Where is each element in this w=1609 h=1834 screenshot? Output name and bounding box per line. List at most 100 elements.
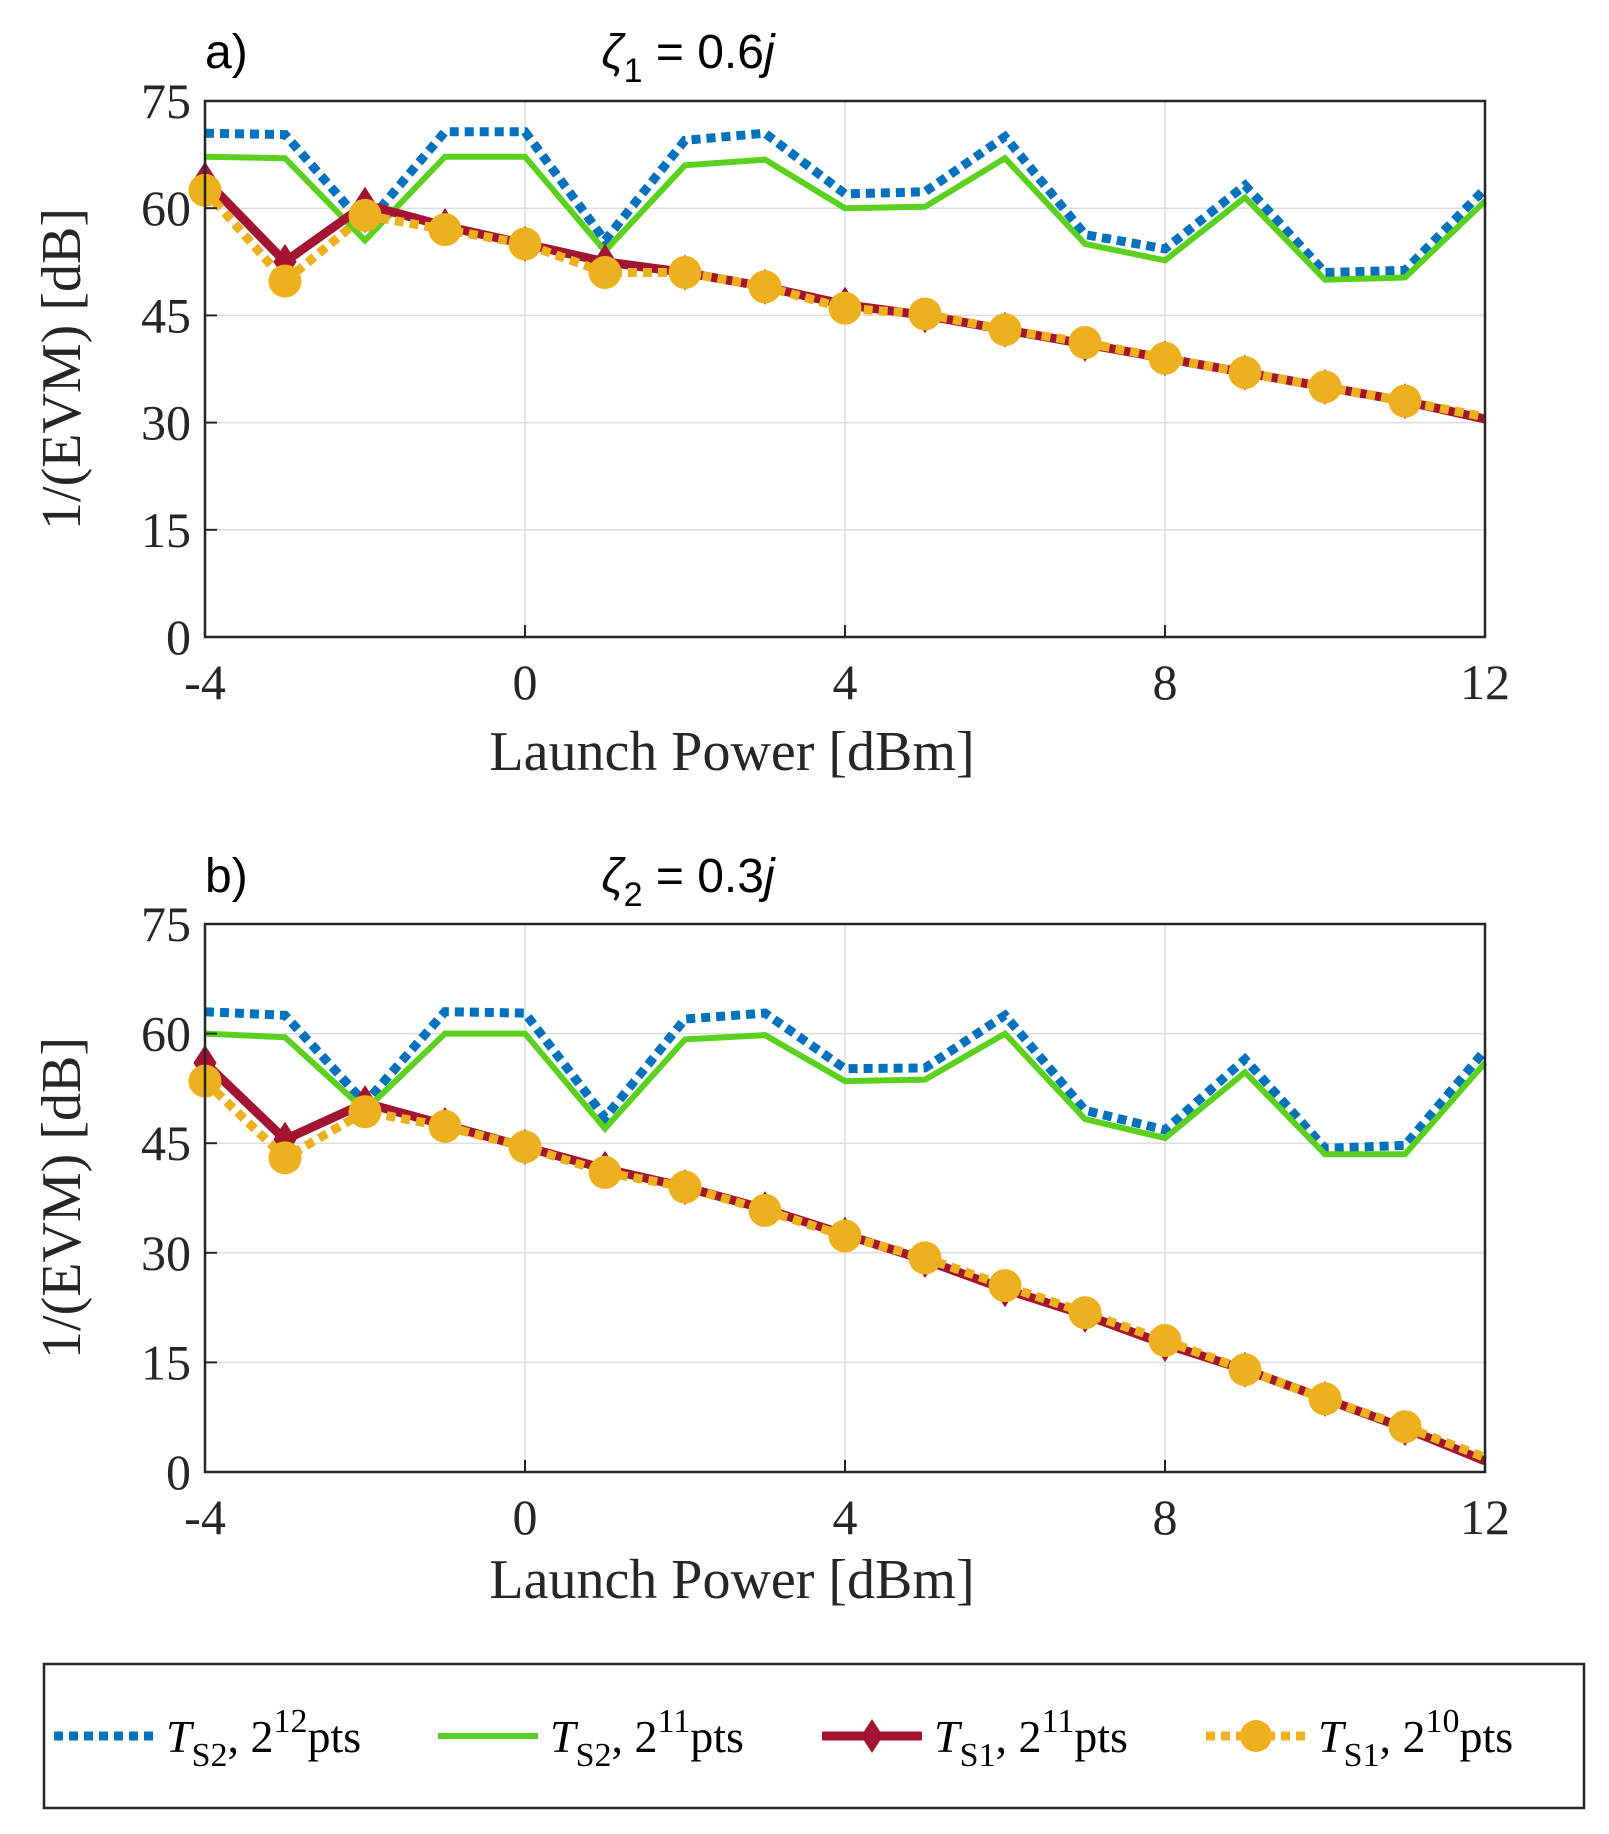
panel-a-x-tick-label: 8: [1153, 654, 1178, 710]
panel-a-y-tick-label: 45: [141, 287, 191, 343]
legend-entry-1: TS2, 212pts: [54, 1703, 361, 1774]
panel-a-y-tick-label: 60: [141, 180, 191, 236]
panel-b-title: ζ2 = 0.3j: [601, 850, 776, 914]
panel-b-series-4-marker: [268, 1141, 302, 1175]
legend-box: [42, 1662, 1586, 1810]
panel-b-series-4-marker: [988, 1269, 1022, 1303]
panel-a-series-4-marker: [1068, 326, 1102, 360]
panel-a-x-tick-label: 4: [833, 654, 858, 710]
panel-a-series-4-marker: [988, 313, 1022, 347]
panel-a-x-ticks: -4 0 4 8 12: [184, 625, 1510, 710]
legend-label-sep: , 2: [228, 1711, 274, 1762]
panel-b-x-tick-label: 0: [513, 1489, 538, 1545]
panel-a-x-tick-label: 12: [1460, 654, 1510, 710]
legend-label-exp: 11: [1042, 1703, 1075, 1740]
panel-b-series-1-line: [204, 1007, 1489, 1153]
panel-a-title: ζ1 = 0.6j: [601, 26, 776, 90]
legend-label-var: T: [934, 1711, 963, 1762]
legend-label-sub: S1: [960, 1737, 996, 1774]
panel-b-series-4-marker: [1388, 1410, 1422, 1444]
legend-label: TS2, 212pts: [166, 1703, 361, 1774]
legend-label-suffix: pts: [1074, 1711, 1128, 1762]
panel-b-series-4-marker: [588, 1155, 622, 1189]
panel-a-y-tick-label: 75: [141, 73, 191, 129]
panel-a-series-4-marker: [428, 213, 462, 247]
panel-b-series-4-marker: [1068, 1296, 1102, 1330]
panel-b-label: b): [205, 850, 248, 903]
panel-b-x-ticks: -4 0 4 8 12: [184, 1460, 1510, 1545]
panel-a-title-subscript: 1: [624, 52, 643, 90]
panel-b-series-4-marker: [428, 1109, 462, 1143]
panel-b-series-4-marker: [348, 1095, 382, 1129]
legend-entry-3: TS1, 211pts: [822, 1703, 1128, 1774]
panel-b-series-4-marker: [908, 1241, 942, 1275]
legend-label-var: T: [550, 1711, 579, 1762]
panel-a-plot-area: [188, 127, 1489, 424]
panel-b-y-tick-label: 30: [141, 1225, 191, 1281]
legend-label-suffix: pts: [308, 1711, 362, 1762]
panel-a-y-axis-label: 1/(EVM) [dB]: [31, 208, 93, 530]
panel-b-y-axis-label: 1/(EVM) [dB]: [31, 1037, 93, 1359]
legend-label-exp: 11: [658, 1703, 691, 1740]
panel-a-y-ticks: 0 15 30 45 60 75: [141, 73, 217, 665]
panel-a-series-4-marker: [668, 256, 702, 290]
panel-b-series-4-marker: [1228, 1353, 1262, 1387]
legend-entry-4: TS1, 210pts: [1206, 1703, 1513, 1774]
panel-b-series-4-marker: [1148, 1323, 1182, 1357]
panel-b-y-tick-label: 75: [141, 896, 191, 952]
legend-label-sep: , 2: [1380, 1711, 1426, 1762]
panel-a-series-4-marker: [1308, 370, 1342, 404]
panel-b-y-tick-label: 15: [141, 1334, 191, 1390]
panel-b-series-4-marker: [828, 1219, 862, 1253]
panel-a-series-4-marker: [908, 297, 942, 331]
panel-b-series-4-marker: [668, 1170, 702, 1204]
panel-a-x-axis-label: Launch Power [dBm]: [489, 721, 974, 783]
panel-b-series-4-marker: [508, 1130, 542, 1164]
legend-label-sub: S1: [1344, 1737, 1380, 1774]
legend-label-suffix: pts: [1460, 1711, 1514, 1762]
panel-a-series-4-marker: [588, 256, 622, 290]
panel-b-title-symbol: ζ: [601, 850, 626, 903]
legend-swatch-marker: [861, 1719, 883, 1753]
panel-b-series-4-marker: [748, 1193, 782, 1227]
panel-a-title-value: = 0.6: [643, 26, 764, 79]
legend-label-var: T: [166, 1711, 195, 1762]
legend-label-sep: , 2: [996, 1711, 1042, 1762]
panel-b-x-tick-label: -4: [184, 1489, 226, 1545]
panel-a-x-tick-label: -4: [184, 654, 226, 710]
legend-label-sub: S2: [192, 1737, 228, 1774]
panel-b-series-4-line: [201, 1077, 1487, 1462]
panel-a-series-4-marker: [1388, 384, 1422, 418]
legend-label-sub: S2: [576, 1737, 612, 1774]
panel-b-x-tick-label: 4: [833, 1489, 858, 1545]
panel-b-x-tick-label: 8: [1153, 1489, 1178, 1545]
panel-a-y-tick-label: 30: [141, 395, 191, 451]
panel-a-series-4-marker: [828, 291, 862, 325]
panel-a-series-4-line: [201, 187, 1486, 422]
panel-a-y-tick-label: 15: [141, 502, 191, 558]
panel-a-series-4-marker: [1228, 356, 1262, 390]
panel-b-series-4-marker: [1308, 1382, 1342, 1416]
legend-label: TS1, 210pts: [1318, 1703, 1513, 1774]
legend-entry-2: TS2, 211pts: [438, 1703, 744, 1774]
panel-a-series-4-marker: [1148, 341, 1182, 375]
panel-b-plot-area: [188, 1007, 1489, 1466]
panel-a-series-4-marker: [268, 264, 302, 298]
legend: TS2, 212pts TS2, 211pts TS1, 211pts TS1, 21…: [42, 1662, 1586, 1810]
panel-a-x-tick-label: 0: [513, 654, 538, 710]
legend-label: TS2, 211pts: [550, 1703, 744, 1774]
panel-b-y-tick-label: 60: [141, 1006, 191, 1062]
legend-label-var: T: [1318, 1711, 1347, 1762]
panel-a-series-4-marker: [508, 227, 542, 261]
legend-entries: TS2, 212pts TS2, 211pts TS1, 211pts TS1, 21…: [54, 1703, 1513, 1774]
panel-a-label: a): [205, 26, 248, 79]
legend-label-sep: , 2: [612, 1711, 658, 1762]
legend-label-exp: 12: [274, 1703, 308, 1740]
panel-b-x-tick-label: 12: [1460, 1489, 1510, 1545]
panel-a-series-4-marker: [748, 270, 782, 304]
panel-a-y-tick-label: 0: [166, 609, 191, 665]
panel-b-y-ticks: 0 15 30 45 60 75: [141, 896, 217, 1500]
